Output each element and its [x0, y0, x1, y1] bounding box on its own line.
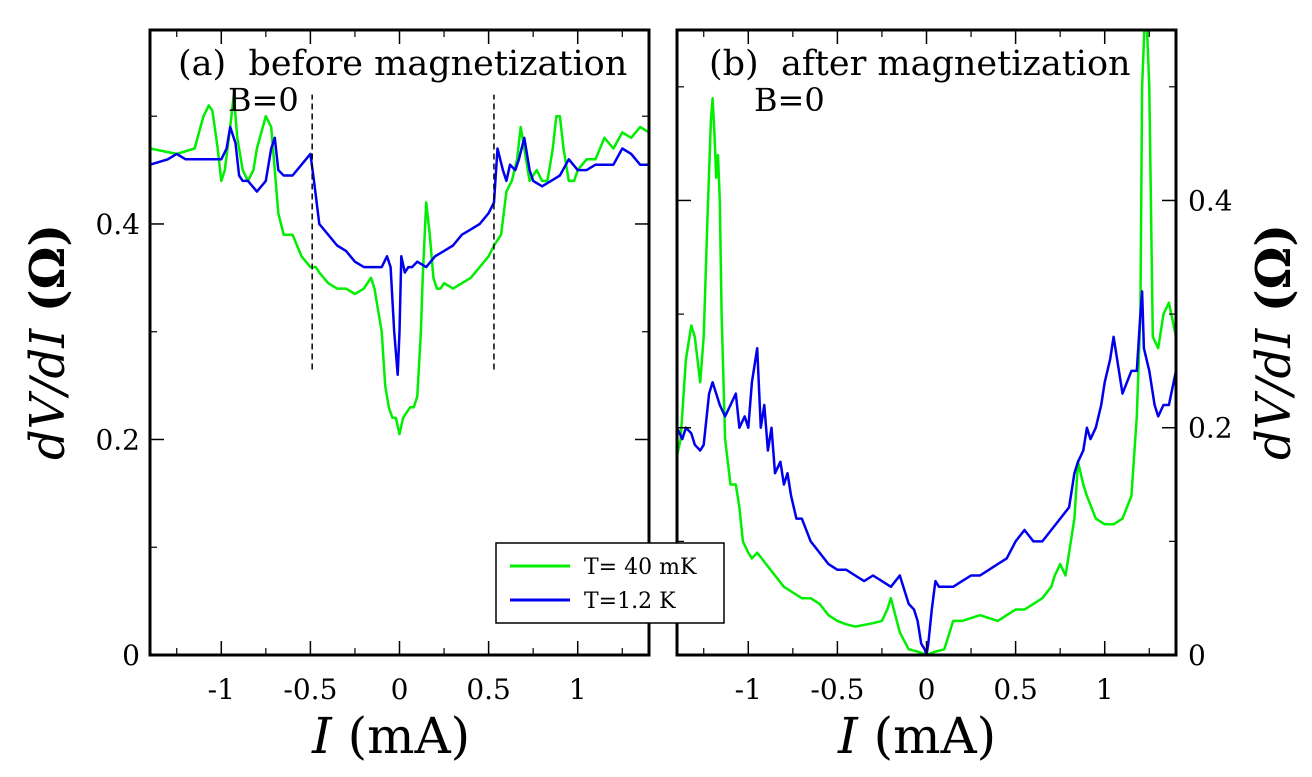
panel-b-y-tick-label: 0.4: [1188, 184, 1233, 217]
panel-b-y-tick-label: 0.2: [1188, 412, 1233, 445]
panel-a-y-tick-label: 0.4: [95, 208, 140, 241]
panel-b-x-tick-label: 0.5: [993, 673, 1038, 706]
panel-a-x-axis-label: I (mA): [311, 707, 470, 765]
panel-a-x-tick-label: 0: [391, 673, 409, 706]
panel-b-curves: [677, 30, 1176, 655]
legend-label-1-2k: T=1.2 K: [584, 589, 676, 614]
panel-b-x-tick-label: -0.5: [810, 673, 864, 706]
panel-b-field-label: B=0: [754, 81, 825, 119]
panel-b-title: (b) after magnetization: [709, 44, 1131, 84]
panel-a-x-tick-label: 0.5: [466, 673, 511, 706]
panel-a-title: (a) before magnetization: [178, 44, 627, 84]
panel-b-x-tick-label: -1: [735, 673, 762, 706]
panel-b-x-tick-label: 1: [1096, 673, 1114, 706]
panel-a-y-tick-label: 0: [122, 639, 140, 672]
panel-a-x-tick-label: 1: [569, 673, 587, 706]
legend-label-40mk: T= 40 mK: [584, 555, 697, 580]
panel-b-frame: [675, 28, 1178, 657]
panel-b-ticks: -1 -0.5 0 0.5 1 0 0.2 0.4: [677, 30, 1233, 706]
panel-b-y-axis-label: dV/dI (Ω): [1246, 224, 1302, 460]
panel-a-y-tick-label: 0.2: [95, 423, 140, 456]
legend: T= 40 mK T=1.2 K: [495, 542, 725, 624]
panel-b-series-1-2k-line: [677, 290, 1176, 655]
legend-box: [495, 542, 725, 624]
panel-a: -1 -0.5 0 0.5 1 0 0.2 0.4 (a) before magnetizat…: [20, 28, 651, 765]
panel-b-y-tick-label: 0: [1188, 639, 1206, 672]
panel-a-dashed-lines: [311, 94, 495, 370]
panel-b-x-tick-label: 0: [918, 673, 936, 706]
panel-b: -1 -0.5 0 0.5 1 0 0.2 0.4 (b) after magnetizati…: [675, 28, 1302, 765]
panel-b-x-axis-label: I (mA): [837, 707, 996, 765]
panel-a-curves: [150, 93, 649, 436]
panel-a-ticks: -1 -0.5 0 0.5 1 0 0.2 0.4: [95, 30, 649, 706]
panel-a-series-40mk-line: [150, 93, 649, 436]
panel-a-x-tick-label: -1: [208, 673, 235, 706]
panel-a-series-1-2k-line: [150, 125, 649, 377]
panel-a-x-tick-label: -0.5: [283, 673, 337, 706]
panel-a-field-label: B=0: [228, 81, 299, 119]
panel-a-y-axis-label: dV/dI (Ω): [20, 224, 76, 460]
panel-b-series-40mk-line: [677, 30, 1176, 655]
panel-a-frame: [148, 28, 651, 657]
